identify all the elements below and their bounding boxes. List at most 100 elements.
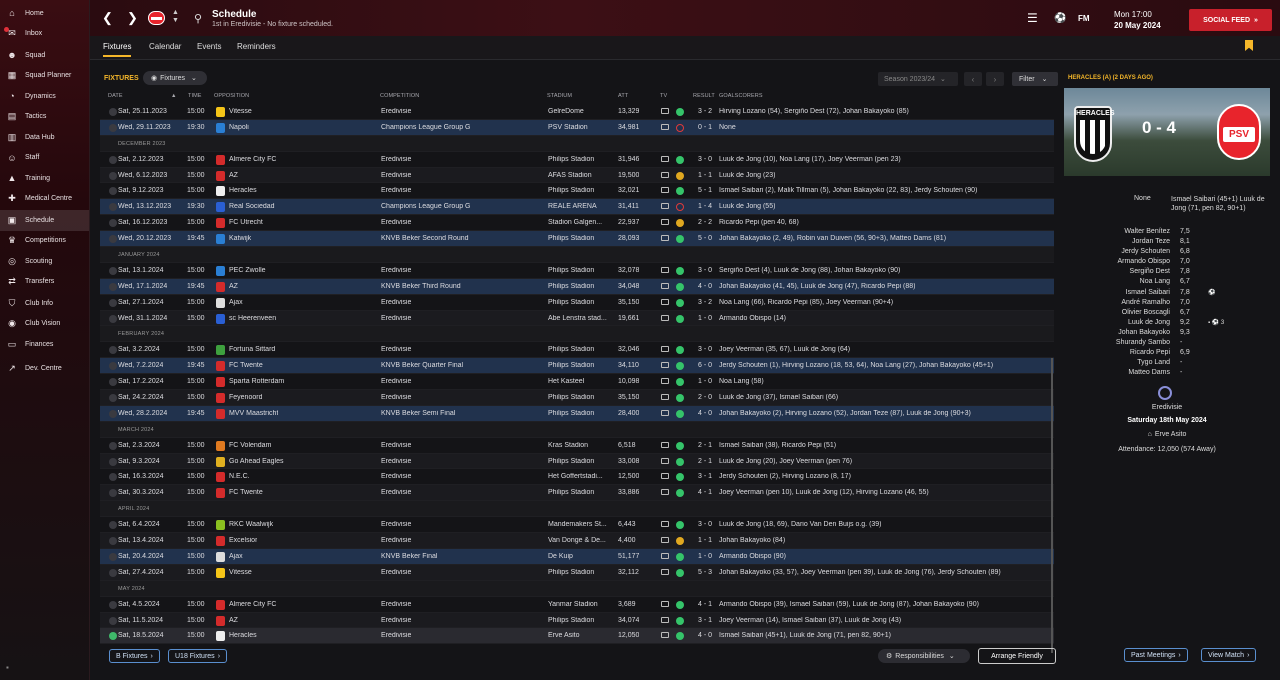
player-rating-row[interactable]: Jerdy Schouten 6,8 [1064,248,1270,258]
fixture-stadium[interactable]: Kras Stadion [548,441,589,449]
player-rating-row[interactable]: Ismael Saibari 7,8 ⚽ [1064,289,1270,299]
fixture-opposition[interactable]: Excelsior [229,537,258,545]
table-row[interactable]: Sat, 9.3.2024 15:00 Go Ahead Eagles Eredivi… [100,453,1054,470]
row-select-icon[interactable] [109,552,117,561]
fixture-stadium[interactable]: Philips Stadion [548,346,595,354]
row-select-icon[interactable] [109,282,117,291]
fixture-competition[interactable]: Eredivisie [381,441,412,449]
sidebar-item-dev-centre[interactable]: ↗ Dev. Centre [0,359,89,380]
player-rating-row[interactable]: Noa Lang 6,7 [1064,278,1270,288]
sidebar-item-data-hub[interactable]: ▥ Data Hub [0,127,89,148]
tab-reminders[interactable]: Reminders [237,42,276,51]
fixture-stadium[interactable]: Philips Stadion [548,266,595,274]
fixture-opposition[interactable]: AZ [229,616,238,624]
row-select-icon[interactable] [109,171,117,180]
fixture-stadium[interactable]: Philips Stadion [548,235,595,243]
col-stadium[interactable]: STADIUM [547,93,573,99]
fixture-opposition[interactable]: Vitesse [229,568,252,576]
fixture-opposition[interactable]: N.E.C. [229,473,250,481]
col-tv[interactable]: TV [660,93,668,99]
fixture-stadium[interactable]: Philips Stadion [548,568,595,576]
responsibilities-dropdown[interactable]: ⚙ Responsibilities ⌄ [878,649,970,663]
player-name[interactable]: Noa Lang [1139,278,1170,286]
fixture-competition[interactable]: Eredivisie [381,346,412,354]
fixture-stadium[interactable]: Mandemakers St... [548,521,607,529]
row-select-icon[interactable] [109,600,117,609]
fixture-competition[interactable]: Eredivisie [381,378,412,386]
bookmark-icon[interactable] [1245,40,1253,51]
table-row[interactable]: Sat, 2.3.2024 15:00 FC Volendam Eredivisie K… [100,438,1054,454]
fixture-competition[interactable]: Eredivisie [381,632,412,640]
fixture-opposition[interactable]: MVV Maastricht [229,409,279,417]
fixture-opposition[interactable]: Heracles [229,187,257,195]
fixture-stadium[interactable]: Philips Stadion [548,155,595,163]
table-row[interactable]: Sat, 27.4.2024 15:00 Vitesse Eredivisie Phil… [100,564,1054,581]
back-arrow-icon[interactable]: ❮ [102,10,113,25]
table-row[interactable]: Sat, 17.2.2024 15:00 Sparta Rotterdam Eredi… [100,374,1054,391]
sidebar-item-squad-planner[interactable]: ▦ Squad Planner [0,66,89,87]
fixture-stadium[interactable]: Het Goffertstadi... [548,473,603,481]
table-row[interactable]: Wed, 6.12.2023 15:00 AZ Eredivisie AFAS Stad… [100,167,1054,184]
col-opposition[interactable]: OPPOSITION [214,93,250,99]
sidebar-item-medical-centre[interactable]: ✚ Medical Centre [0,189,89,210]
fixture-stadium[interactable]: Stadion Galgen... [548,219,603,227]
table-row[interactable]: Sat, 27.1.2024 15:00 Ajax Eredivisie Philips… [100,295,1054,311]
fixture-opposition[interactable]: Napoli [229,123,249,131]
table-row[interactable]: Wed, 17.1.2024 19:45 AZ KNVB Beker Third Ro… [100,278,1054,295]
table-row[interactable]: Sat, 18.5.2024 15:00 Heracles Eredivisie Erv… [100,628,1054,645]
fixture-competition[interactable]: Eredivisie [381,537,412,545]
table-row[interactable]: Sat, 6.4.2024 15:00 RKC Waalwijk Eredivisie… [100,517,1054,534]
sidebar-item-tactics[interactable]: ▤ Tactics [0,107,89,128]
u18-fixtures-button[interactable]: U18 Fixtures › [168,649,228,663]
sidebar-item-home[interactable]: ⌂ Home [0,3,89,24]
fixture-stadium[interactable]: Het Kasteel [548,378,585,386]
player-rating-row[interactable]: Armando Obispo 7,0 [1064,258,1270,268]
fixture-stadium[interactable]: Philips Stadion [548,187,595,195]
fixture-stadium[interactable]: Philips Stadion [548,616,595,624]
view-match-button[interactable]: View Match › [1201,648,1257,662]
fixture-opposition[interactable]: Sparta Rotterdam [229,378,285,386]
fixture-competition[interactable]: Eredivisie [381,314,412,322]
b-fixtures-button[interactable]: B Fixtures › [109,649,160,663]
sort-arrow-icon[interactable]: ▲ [171,93,177,99]
fixture-opposition[interactable]: sc Heerenveen [229,314,277,322]
fixture-competition[interactable]: Eredivisie [381,616,412,624]
fixture-stadium[interactable]: De Kuip [548,552,573,560]
table-row[interactable]: Wed, 7.2.2024 19:45 FC Twente KNVB Beker Qu… [100,358,1054,375]
tab-fixtures[interactable]: Fixtures [103,42,132,57]
fixture-competition[interactable]: Champions League Group G [381,123,471,131]
player-rating-row[interactable]: Ricardo Pepi 6,9 [1064,349,1270,359]
row-select-icon[interactable] [109,203,117,212]
fm-logo[interactable]: FM [1078,14,1090,23]
prev-season-button[interactable]: ‹ [964,72,982,86]
col-time[interactable]: TIME [188,93,202,99]
row-select-icon[interactable] [109,378,117,387]
table-row[interactable]: Wed, 31.1.2024 15:00 sc Heerenveen Eredivis… [100,310,1054,327]
row-select-icon[interactable] [109,298,117,307]
table-row[interactable]: Sat, 24.2.2024 15:00 Feyenoord Eredivisie Ph… [100,390,1054,406]
player-name[interactable]: Johan Bakayoko [1118,328,1170,336]
col-competition[interactable]: COMPETITION [380,93,420,99]
fixture-stadium[interactable]: REALE ARENA [548,203,597,211]
player-rating-row[interactable]: Tygo Land - [1064,359,1270,369]
fixture-opposition[interactable]: AZ [229,282,238,290]
fixture-competition[interactable]: Eredivisie [381,489,412,497]
forward-arrow-icon[interactable]: ❯ [127,10,138,25]
row-select-icon[interactable] [109,489,117,498]
fixture-competition[interactable]: Eredivisie [381,219,412,227]
sidebar-item-finances[interactable]: ▭ Finances [0,334,89,355]
fixture-stadium[interactable]: Philips Stadion [548,362,595,370]
fixture-stadium[interactable]: PSV Stadion [548,123,588,131]
row-select-icon[interactable] [109,346,117,355]
player-rating-row[interactable]: Shurandy Sambo - [1064,339,1270,349]
fixture-opposition[interactable]: Ajax [229,552,243,560]
tab-calendar[interactable]: Calendar [149,42,182,51]
match-stadium[interactable]: ⌂ Erve Asito [1064,431,1270,438]
player-name[interactable]: Olivier Boscagli [1121,308,1170,316]
fixture-competition[interactable]: Eredivisie [381,394,412,402]
fixture-stadium[interactable]: Philips Stadion [548,457,595,465]
table-row[interactable]: Sat, 13.4.2024 15:00 Excelsior Eredivisie Va… [100,533,1054,549]
fixture-competition[interactable]: KNVB Beker Final [381,552,438,560]
row-select-icon[interactable] [109,568,117,577]
fixture-opposition[interactable]: FC Twente [229,362,263,370]
